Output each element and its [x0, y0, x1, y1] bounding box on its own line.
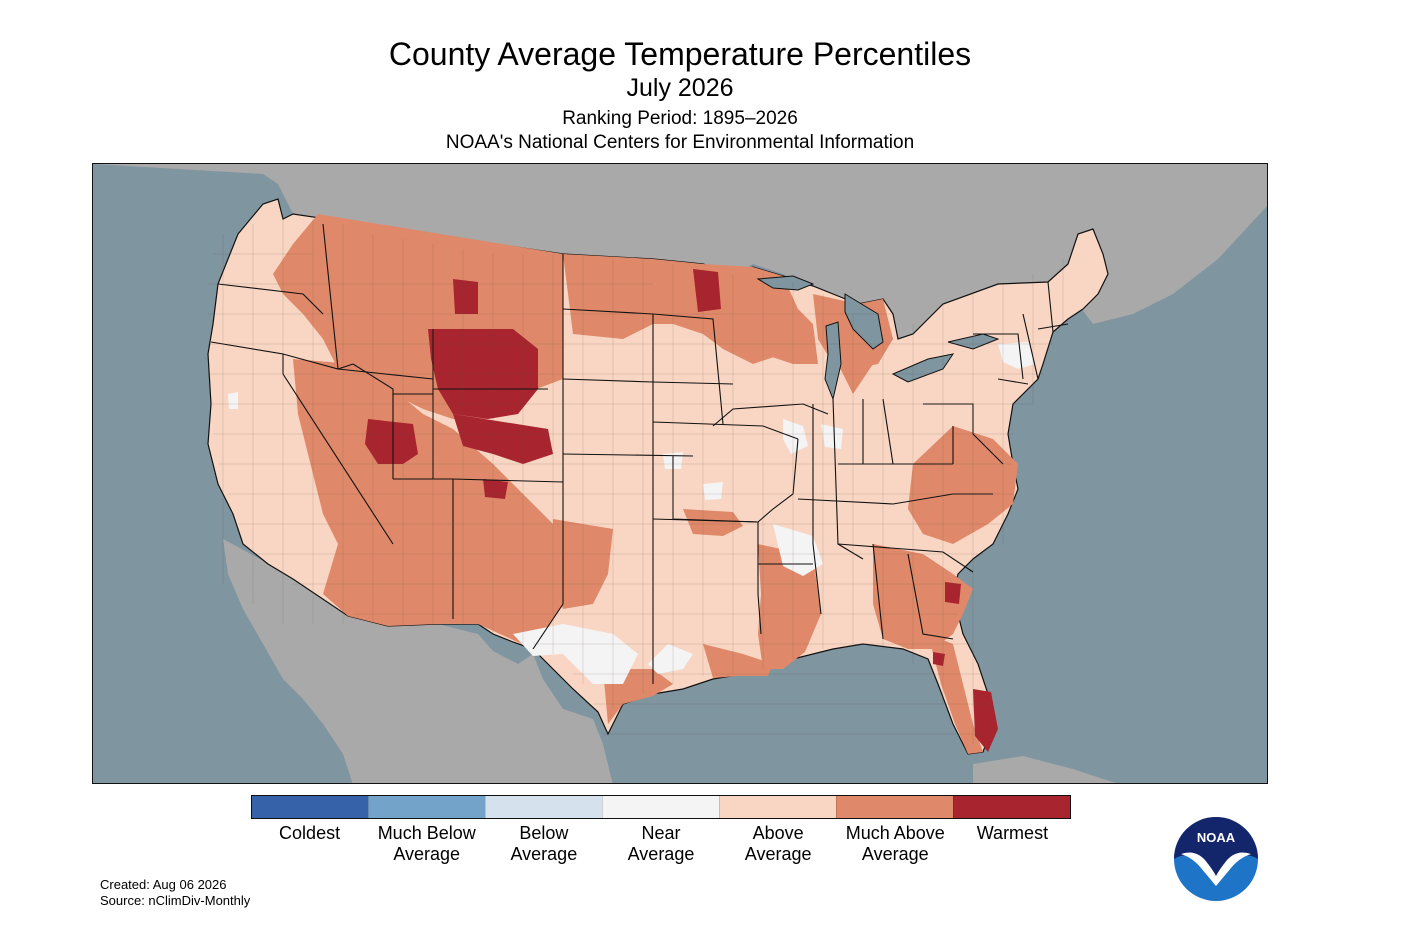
source-organization: NOAA's National Centers for Environmenta…	[445, 132, 915, 153]
legend-swatch-coldest	[252, 796, 368, 818]
canada-land	[93, 164, 1267, 344]
legend-color-bar	[251, 795, 1071, 819]
legend-label-line2: Average	[861, 844, 929, 864]
county-grid	[208, 214, 1064, 744]
warmest-regions	[365, 269, 998, 752]
temperature-map	[92, 163, 1268, 784]
legend-label-line1: Below	[519, 823, 569, 843]
legend-label: Much Above Average	[837, 823, 954, 865]
legend-swatch-much-below	[368, 796, 485, 818]
state-borders	[210, 223, 1069, 684]
legend-label-line2: Average	[393, 844, 461, 864]
much-above-average-regions	[273, 214, 1018, 754]
legend-label: Coldest	[251, 823, 368, 865]
legend-swatch-above	[719, 796, 836, 818]
mexico-land	[223, 539, 613, 783]
legend-label-line1: Near	[641, 823, 681, 843]
legend-labels: Coldest Much Below Average Below Average Near…	[251, 823, 1071, 865]
legend-label-line2: Average	[744, 844, 812, 864]
caribbean-land	[973, 756, 1117, 783]
legend-label: Above Average	[720, 823, 837, 865]
legend-swatch-warmest	[953, 796, 1070, 818]
legend-label: Warmest	[954, 823, 1071, 865]
legend-label: Near Average	[602, 823, 719, 865]
legend-swatch-near	[602, 796, 719, 818]
legend-label-line1: Above	[752, 823, 804, 843]
legend-label-line2: Average	[510, 844, 578, 864]
noaa-logo-icon: NOAA	[1174, 817, 1258, 901]
data-source: Source: nClimDiv-Monthly	[100, 893, 251, 908]
legend-swatch-below	[485, 796, 602, 818]
legend-label-line1: Much Above	[845, 823, 945, 843]
legend-label: Below Average	[485, 823, 602, 865]
legend-label: Much Below Average	[368, 823, 485, 865]
legend-swatch-much-above	[836, 796, 953, 818]
baja-land	[233, 544, 355, 764]
great-lakes	[756, 275, 1000, 401]
legend-label-line1: Much Below	[377, 823, 476, 843]
near-average-regions	[228, 342, 1035, 684]
noaa-logo-text: NOAA	[1197, 830, 1236, 845]
map-title: County Average Temperature Percentiles	[388, 36, 972, 72]
legend-label-line1: Warmest	[976, 823, 1049, 843]
legend-label-line2: Average	[627, 844, 695, 864]
footer: Created: Aug 06 2026 Source: nClimDiv-Mo…	[100, 877, 250, 909]
created-date: Created: Aug 06 2026	[100, 877, 227, 892]
legend-label-line1: Coldest	[279, 823, 341, 843]
ranking-period: Ranking Period: 1895–2026	[562, 108, 798, 129]
map-period: July 2026	[626, 74, 734, 102]
